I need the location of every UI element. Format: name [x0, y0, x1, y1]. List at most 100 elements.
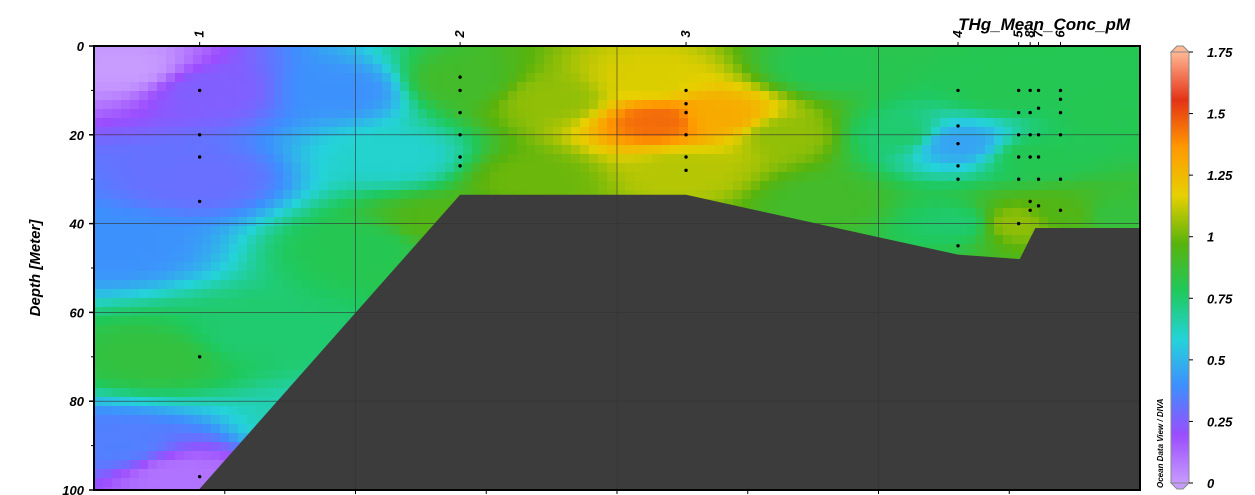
field-cell [400, 127, 410, 137]
field-cell [328, 118, 338, 128]
field-cell [814, 127, 824, 137]
field-cell [112, 109, 122, 119]
field-cell [328, 253, 338, 263]
field-cell [985, 55, 995, 65]
field-cell [481, 181, 491, 191]
field-cell [661, 163, 671, 173]
field-cell [913, 100, 923, 110]
field-cell [526, 154, 536, 164]
field-cell [886, 118, 896, 128]
field-cell [805, 154, 815, 164]
field-cell [427, 136, 437, 146]
field-cell [121, 424, 131, 434]
field-cell [292, 352, 302, 362]
field-cell [661, 136, 671, 146]
field-cell [337, 136, 347, 146]
field-cell [328, 190, 338, 200]
field-cell [292, 325, 302, 335]
field-cell [904, 226, 914, 236]
field-cell [193, 406, 203, 416]
field-cell [346, 271, 356, 281]
field-cell [1075, 190, 1085, 200]
field-cell [391, 208, 401, 218]
field-cell [796, 154, 806, 164]
field-cell [463, 73, 473, 83]
field-cell [1066, 163, 1076, 173]
field-cell [112, 91, 122, 101]
field-cell [895, 163, 905, 173]
field-cell [373, 73, 383, 83]
field-cell [1012, 190, 1022, 200]
field-cell [724, 199, 734, 209]
field-cell [193, 199, 203, 209]
field-cell [130, 199, 140, 209]
field-cell [382, 118, 392, 128]
field-cell [184, 316, 194, 326]
field-cell [1111, 172, 1121, 182]
field-cell [229, 298, 239, 308]
field-cell [184, 406, 194, 416]
field-cell [220, 397, 230, 407]
field-cell [418, 55, 428, 65]
field-cell [562, 181, 572, 191]
field-cell [913, 136, 923, 146]
field-cell [301, 217, 311, 227]
field-cell [1102, 190, 1112, 200]
field-cell [1093, 190, 1103, 200]
field-cell [1084, 136, 1094, 146]
field-cell [157, 136, 167, 146]
field-cell [184, 334, 194, 344]
field-cell [526, 82, 536, 92]
field-cell [346, 91, 356, 101]
field-cell [751, 82, 761, 92]
field-cell [796, 145, 806, 155]
field-cell [841, 190, 851, 200]
field-cell [121, 136, 131, 146]
field-cell [355, 217, 365, 227]
field-cell [868, 217, 878, 227]
field-cell [202, 388, 212, 398]
field-cell [103, 190, 113, 200]
field-cell [211, 190, 221, 200]
field-cell [922, 190, 932, 200]
field-cell [1021, 73, 1031, 83]
field-cell [229, 406, 239, 416]
field-cell [346, 181, 356, 191]
field-cell [949, 55, 959, 65]
field-cell [742, 190, 752, 200]
field-cell [805, 55, 815, 65]
field-cell [517, 145, 527, 155]
field-cell [337, 262, 347, 272]
field-cell [292, 271, 302, 281]
field-cell [184, 145, 194, 155]
field-cell [607, 91, 617, 101]
field-cell [94, 424, 104, 434]
field-cell [157, 199, 167, 209]
field-cell [1102, 172, 1112, 182]
field-cell [238, 235, 248, 245]
field-cell [274, 163, 284, 173]
field-cell [922, 199, 932, 209]
field-cell [247, 217, 257, 227]
field-cell [400, 73, 410, 83]
field-cell [688, 100, 698, 110]
field-cell [769, 199, 779, 209]
field-cell [598, 154, 608, 164]
field-cell [346, 190, 356, 200]
field-cell [517, 163, 527, 173]
field-cell [364, 244, 374, 254]
field-cell [301, 343, 311, 353]
field-cell [121, 82, 131, 92]
field-cell [895, 154, 905, 164]
field-cell [400, 163, 410, 173]
field-cell [1120, 199, 1130, 209]
field-cell [256, 208, 266, 218]
field-cell [301, 145, 311, 155]
field-cell [238, 226, 248, 236]
field-cell [328, 181, 338, 191]
field-cell [868, 127, 878, 137]
field-cell [1129, 145, 1139, 155]
field-cell [130, 235, 140, 245]
field-cell [238, 82, 248, 92]
field-cell [148, 271, 158, 281]
